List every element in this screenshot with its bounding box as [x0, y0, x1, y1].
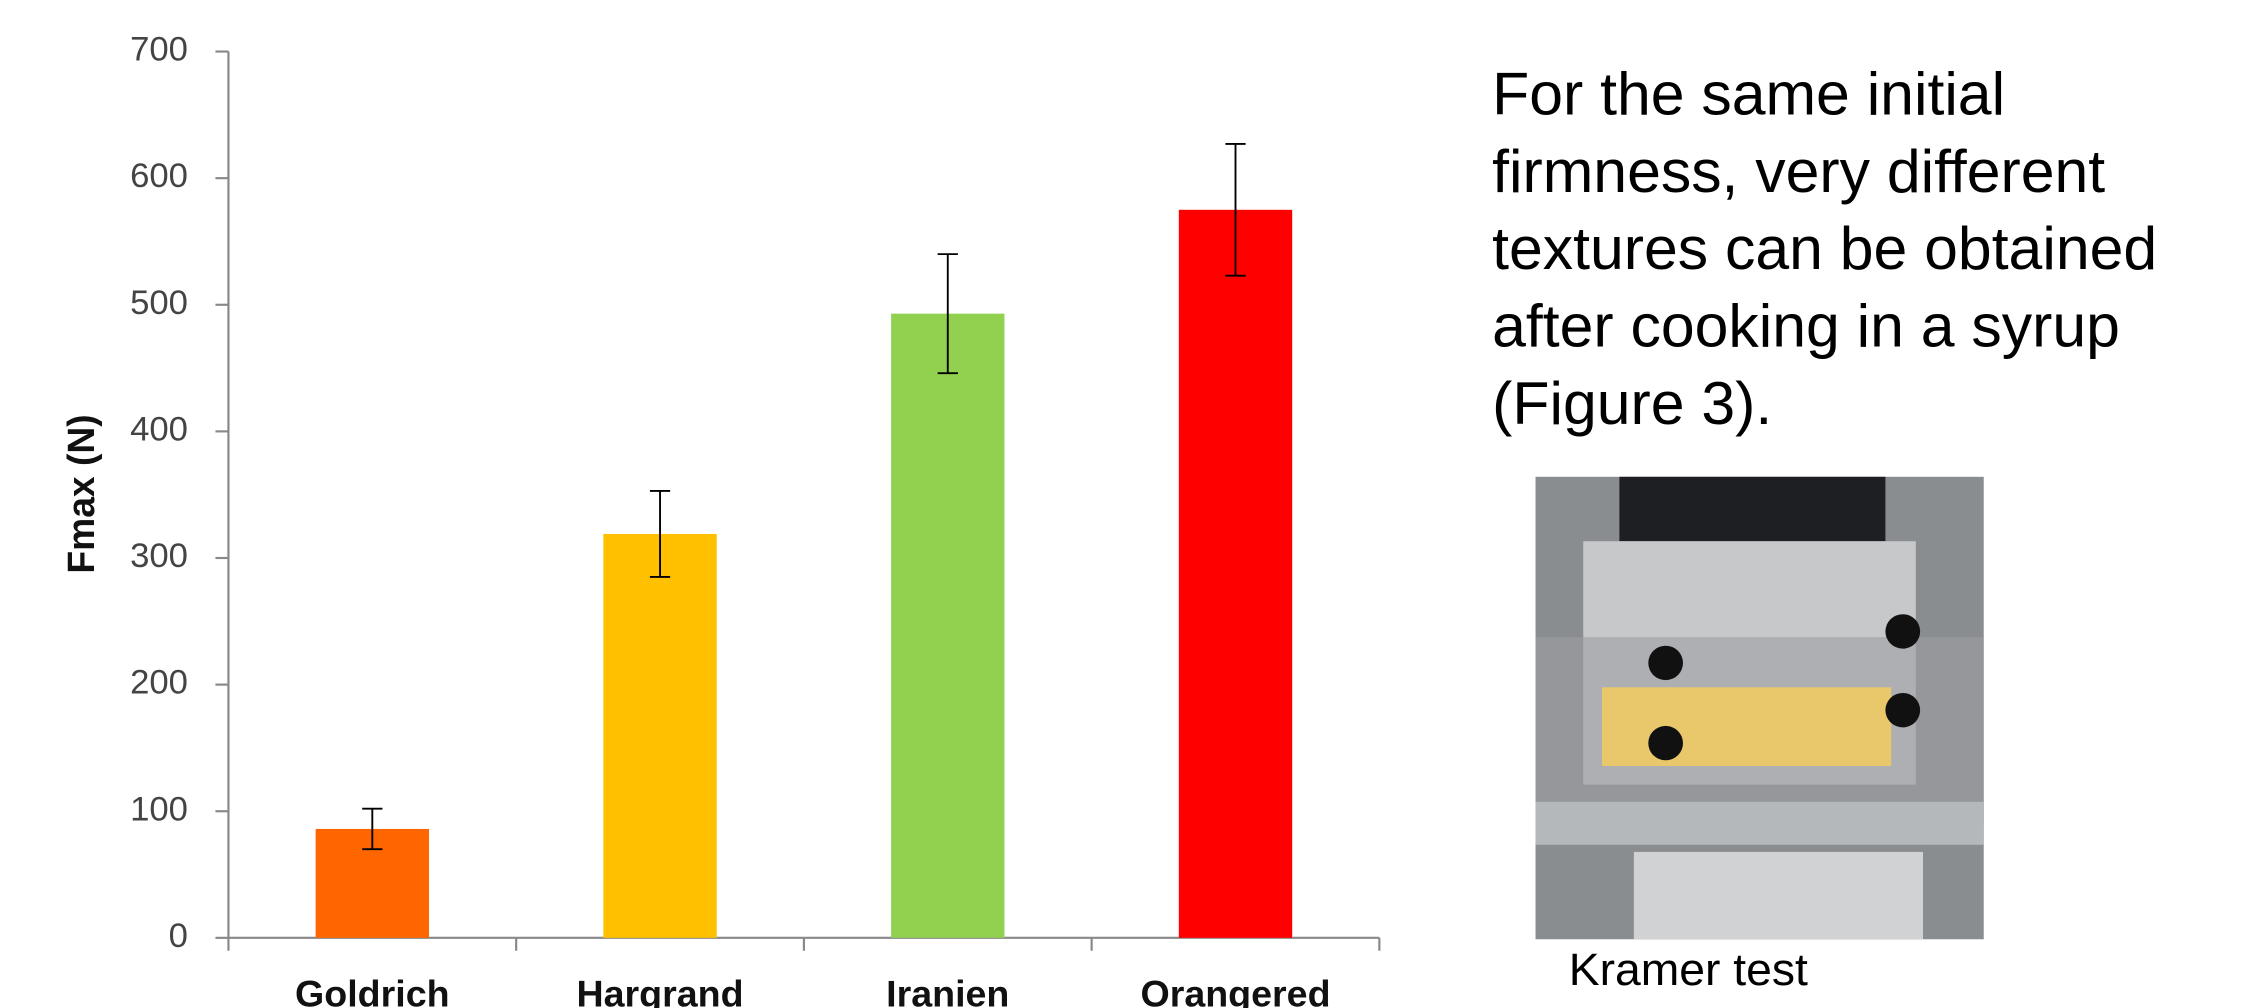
y-tick-label: 500 — [130, 284, 188, 322]
x-tick-label: Orangered — [1140, 973, 1330, 1008]
y-tick-label: 200 — [130, 664, 188, 702]
y-tick-label: 700 — [130, 31, 188, 69]
y-axis-label: Fmax (N) — [60, 414, 102, 573]
x-tick-label: Goldrich — [295, 973, 450, 1008]
error-bar — [937, 253, 958, 375]
y-tick-label: 0 — [169, 917, 188, 955]
x-axis-ticks — [227, 937, 1381, 951]
photo-caption: Kramer test — [1569, 943, 1808, 995]
y-tick-label: 300 — [130, 537, 188, 575]
x-tick-label: Iranien — [886, 973, 1009, 1008]
y-tick-label: 100 — [130, 790, 188, 828]
text-line: textures can be obtained — [1492, 214, 2157, 282]
text-line: (Figure 3). — [1492, 369, 1772, 437]
photo — [1535, 476, 1984, 940]
side-text: For the same initial firmness, very diff… — [1492, 60, 2157, 437]
bar — [1178, 209, 1293, 938]
y-tick-label: 600 — [130, 157, 188, 195]
y-tick-label: 400 — [130, 411, 188, 449]
text-line: For the same initial — [1492, 60, 2005, 128]
error-bar — [362, 807, 383, 851]
text-line: after cooking in a syrup — [1492, 292, 2120, 360]
bar — [891, 313, 1005, 938]
bar — [603, 533, 717, 938]
error-bar — [1225, 143, 1246, 277]
error-bar — [649, 489, 671, 578]
x-tick-label: Hargrand — [576, 973, 743, 1008]
text-line: firmness, very different — [1492, 137, 2105, 205]
